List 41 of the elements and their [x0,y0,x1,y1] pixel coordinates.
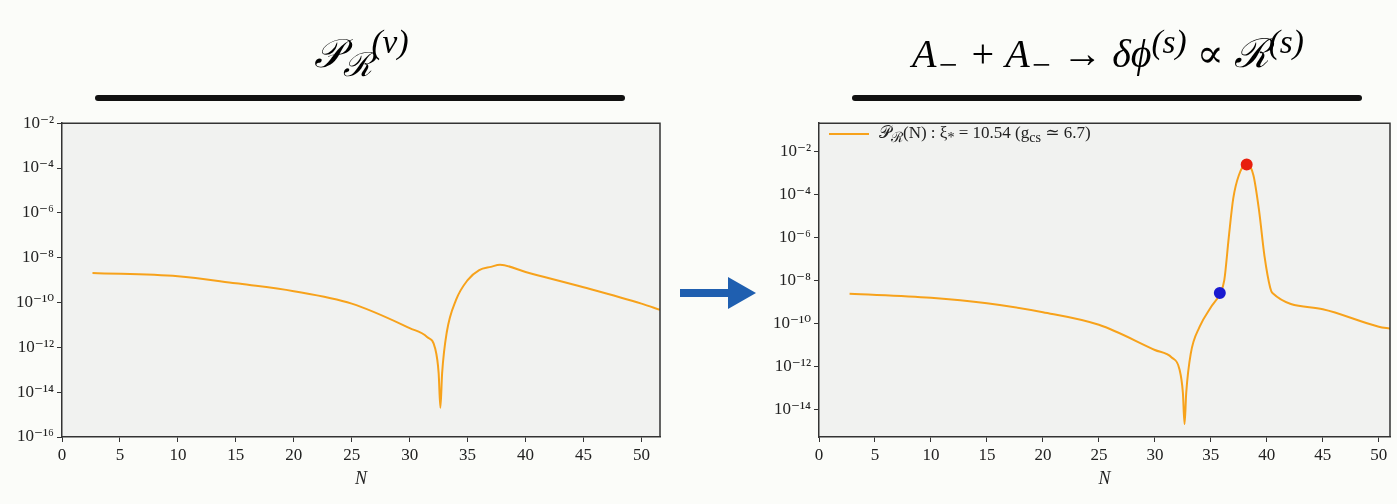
y-tick-label: 10⁻² [779,140,811,160]
x-tick-label: 0 [814,444,824,464]
x-tick-label: 5 [870,444,880,464]
x-tick-label: 50 [632,444,650,464]
y-tick-label: 10⁻¹² [17,336,54,356]
y-tick-label: 10⁻⁶ [22,202,55,222]
y-tick-label: 10⁻⁴ [22,157,55,177]
y-tick-label: 10⁻¹⁶ [17,426,55,446]
x-tick-label: 50 [1370,444,1388,464]
x-tick-label: 5 [115,444,125,464]
x-tick-label: 20 [285,444,303,464]
x-tick-label: 45 [1314,444,1332,464]
x-tick-label: 10 [169,444,187,464]
y-tick-label: 10⁻¹⁴ [774,398,812,418]
y-tick-label: 10⁻⁶ [779,226,812,246]
y-tick-label: 10⁻¹⁰ [16,291,55,311]
x-tick-label: 35 [459,444,477,464]
x-tick-label: 25 [1090,444,1108,464]
x-tick-label: 20 [1034,444,1052,464]
line-series [91,263,660,409]
y-tick-label: 10⁻¹⁰ [773,312,812,332]
y-tick-label: 10⁻¹⁴ [17,381,55,401]
y-tick-label: 10⁻⁴ [779,183,812,203]
y-tick-label: 10⁻² [22,112,54,132]
y-tick-label: 10⁻¹² [774,355,811,375]
x-tick-label: 25 [343,444,361,464]
x-tick-label: 30 [1146,444,1164,464]
x-axis-title: N [353,467,368,488]
x-axis-title: N [1097,467,1112,488]
legend-label: 𝒫$_{ℛ}$(N) : ξ$_{*}$ = 10.54 (g$_{cs}$ ≃ 6.7) [879,122,1091,147]
x-tick-label: 40 [1258,444,1276,464]
x-tick-label: 10 [922,444,940,464]
x-tick-label: 15 [978,444,996,464]
x-tick-label: 0 [57,444,67,464]
x-tick-label: 15 [227,444,245,464]
x-tick-label: 30 [401,444,419,464]
x-tick-label: 40 [517,444,535,464]
x-tick-label: 45 [575,444,593,464]
x-tick-label: 35 [1202,444,1220,464]
y-tick-label: 10⁻⁸ [779,269,812,289]
y-tick-label: 10⁻⁸ [22,247,55,267]
